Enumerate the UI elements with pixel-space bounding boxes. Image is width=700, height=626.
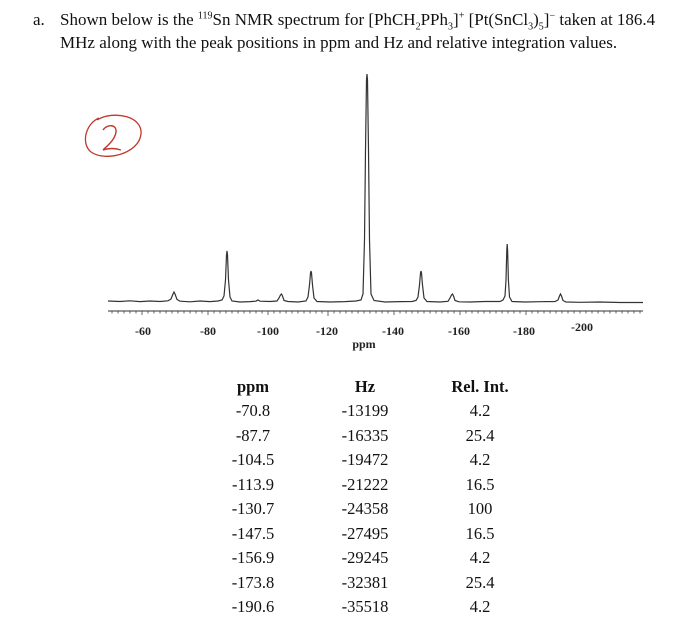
cell-hz: -13199 [341, 401, 389, 421]
handwritten-score-annotation [83, 112, 145, 162]
cell-ppm: -113.9 [231, 474, 274, 494]
cell-ppm: -156.9 [231, 548, 275, 568]
x-tick-label: -180 [513, 324, 535, 338]
cell-hz: -21222 [341, 474, 389, 494]
question-text-part: PPh [420, 10, 449, 29]
table-header-row: ppm Hz Rel. Int. [214, 375, 522, 399]
cell-ppm: -147.5 [231, 523, 275, 543]
cell-rel-int: 100 [467, 499, 493, 519]
subscript: 3 [528, 21, 534, 33]
column-header-ppm: ppm [236, 377, 270, 396]
table-row: -104.5 -19472 4.2 [214, 448, 522, 473]
circled-number-icon [84, 114, 142, 157]
cell-rel-int: 4.2 [469, 450, 491, 470]
column-header-rel-int: Rel. Int. [451, 377, 509, 396]
cell-rel-int: 16.5 [465, 474, 495, 494]
x-tick-label: -120 [316, 324, 338, 338]
cell-rel-int: 4.2 [469, 597, 491, 617]
x-tick-label: -60 [135, 324, 151, 338]
cell-rel-int: 25.4 [465, 572, 495, 592]
question-text-part: ) [533, 10, 539, 29]
cell-rel-int: 4.2 [469, 548, 491, 568]
x-axis-minor-ticks [111, 311, 641, 316]
table-row: -190.6 -35518 4.2 [214, 595, 522, 620]
x-tick-label: -80 [200, 324, 216, 338]
x-tick-label: -100 [257, 324, 279, 338]
cell-rel-int: 16.5 [465, 523, 495, 543]
peak-data-table: ppm Hz Rel. Int. -70.8 -13199 4.2 -87.7 … [214, 375, 522, 620]
question-label: a. [33, 10, 45, 29]
question-body: Shown below is the 119Sn NMR spectrum fo… [60, 10, 656, 52]
x-tick-label: -140 [382, 324, 404, 338]
column-header-hz: Hz [354, 377, 376, 396]
question-text-part: ] [543, 10, 550, 29]
cation-charge: + [458, 10, 465, 22]
cell-ppm: -130.7 [231, 499, 275, 519]
spectrum-trace [107, 73, 643, 304]
cell-hz: -27495 [341, 523, 389, 543]
question-line-2: MHz along with the peak positions in ppm… [60, 33, 618, 52]
question-text-part: Shown below is the [60, 10, 198, 29]
question-text: a. Shown below is the 119Sn NMR spectrum… [33, 8, 693, 54]
cell-ppm: -173.8 [231, 572, 275, 592]
subscript: 3 [448, 21, 454, 33]
table-row: -147.5 -27495 16.5 [214, 522, 522, 547]
table-row: -173.8 -32381 25.4 [214, 571, 522, 596]
table-row: -87.7 -16335 25.4 [214, 424, 522, 449]
cell-ppm: -70.8 [235, 401, 271, 421]
table-row: -156.9 -29245 4.2 [214, 546, 522, 571]
x-axis-title: ppm [352, 337, 376, 351]
cell-rel-int: 25.4 [465, 425, 495, 445]
cell-hz: -19472 [341, 450, 389, 470]
cell-hz: -29245 [341, 548, 389, 568]
cell-hz: -24358 [341, 499, 389, 519]
cell-ppm: -104.5 [231, 450, 275, 470]
isotope-mass: 119 [197, 10, 213, 22]
cell-ppm: -87.7 [235, 425, 271, 445]
question-text-part: [Pt(SnCl [464, 10, 529, 29]
subscript: 5 [538, 21, 544, 33]
table-row: -130.7 -24358 100 [214, 497, 522, 522]
anion-charge: − [549, 10, 556, 22]
table-row: -113.9 -21222 16.5 [214, 473, 522, 498]
cell-rel-int: 4.2 [469, 401, 491, 421]
question-text-part: taken at 186.4 [555, 10, 656, 29]
table-row: -70.8 -13199 4.2 [214, 399, 522, 424]
subscript: 2 [415, 21, 421, 33]
x-tick-label: -160 [448, 324, 470, 338]
cell-hz: -16335 [341, 425, 389, 445]
cell-hz: -32381 [341, 572, 389, 592]
question-text-part: Sn NMR spectrum for [PhCH [212, 10, 416, 29]
cell-ppm: -190.6 [231, 597, 275, 617]
cell-hz: -35518 [341, 597, 389, 617]
nmr-spectrum-plot [107, 73, 643, 316]
x-tick-label: -200 [571, 320, 593, 334]
